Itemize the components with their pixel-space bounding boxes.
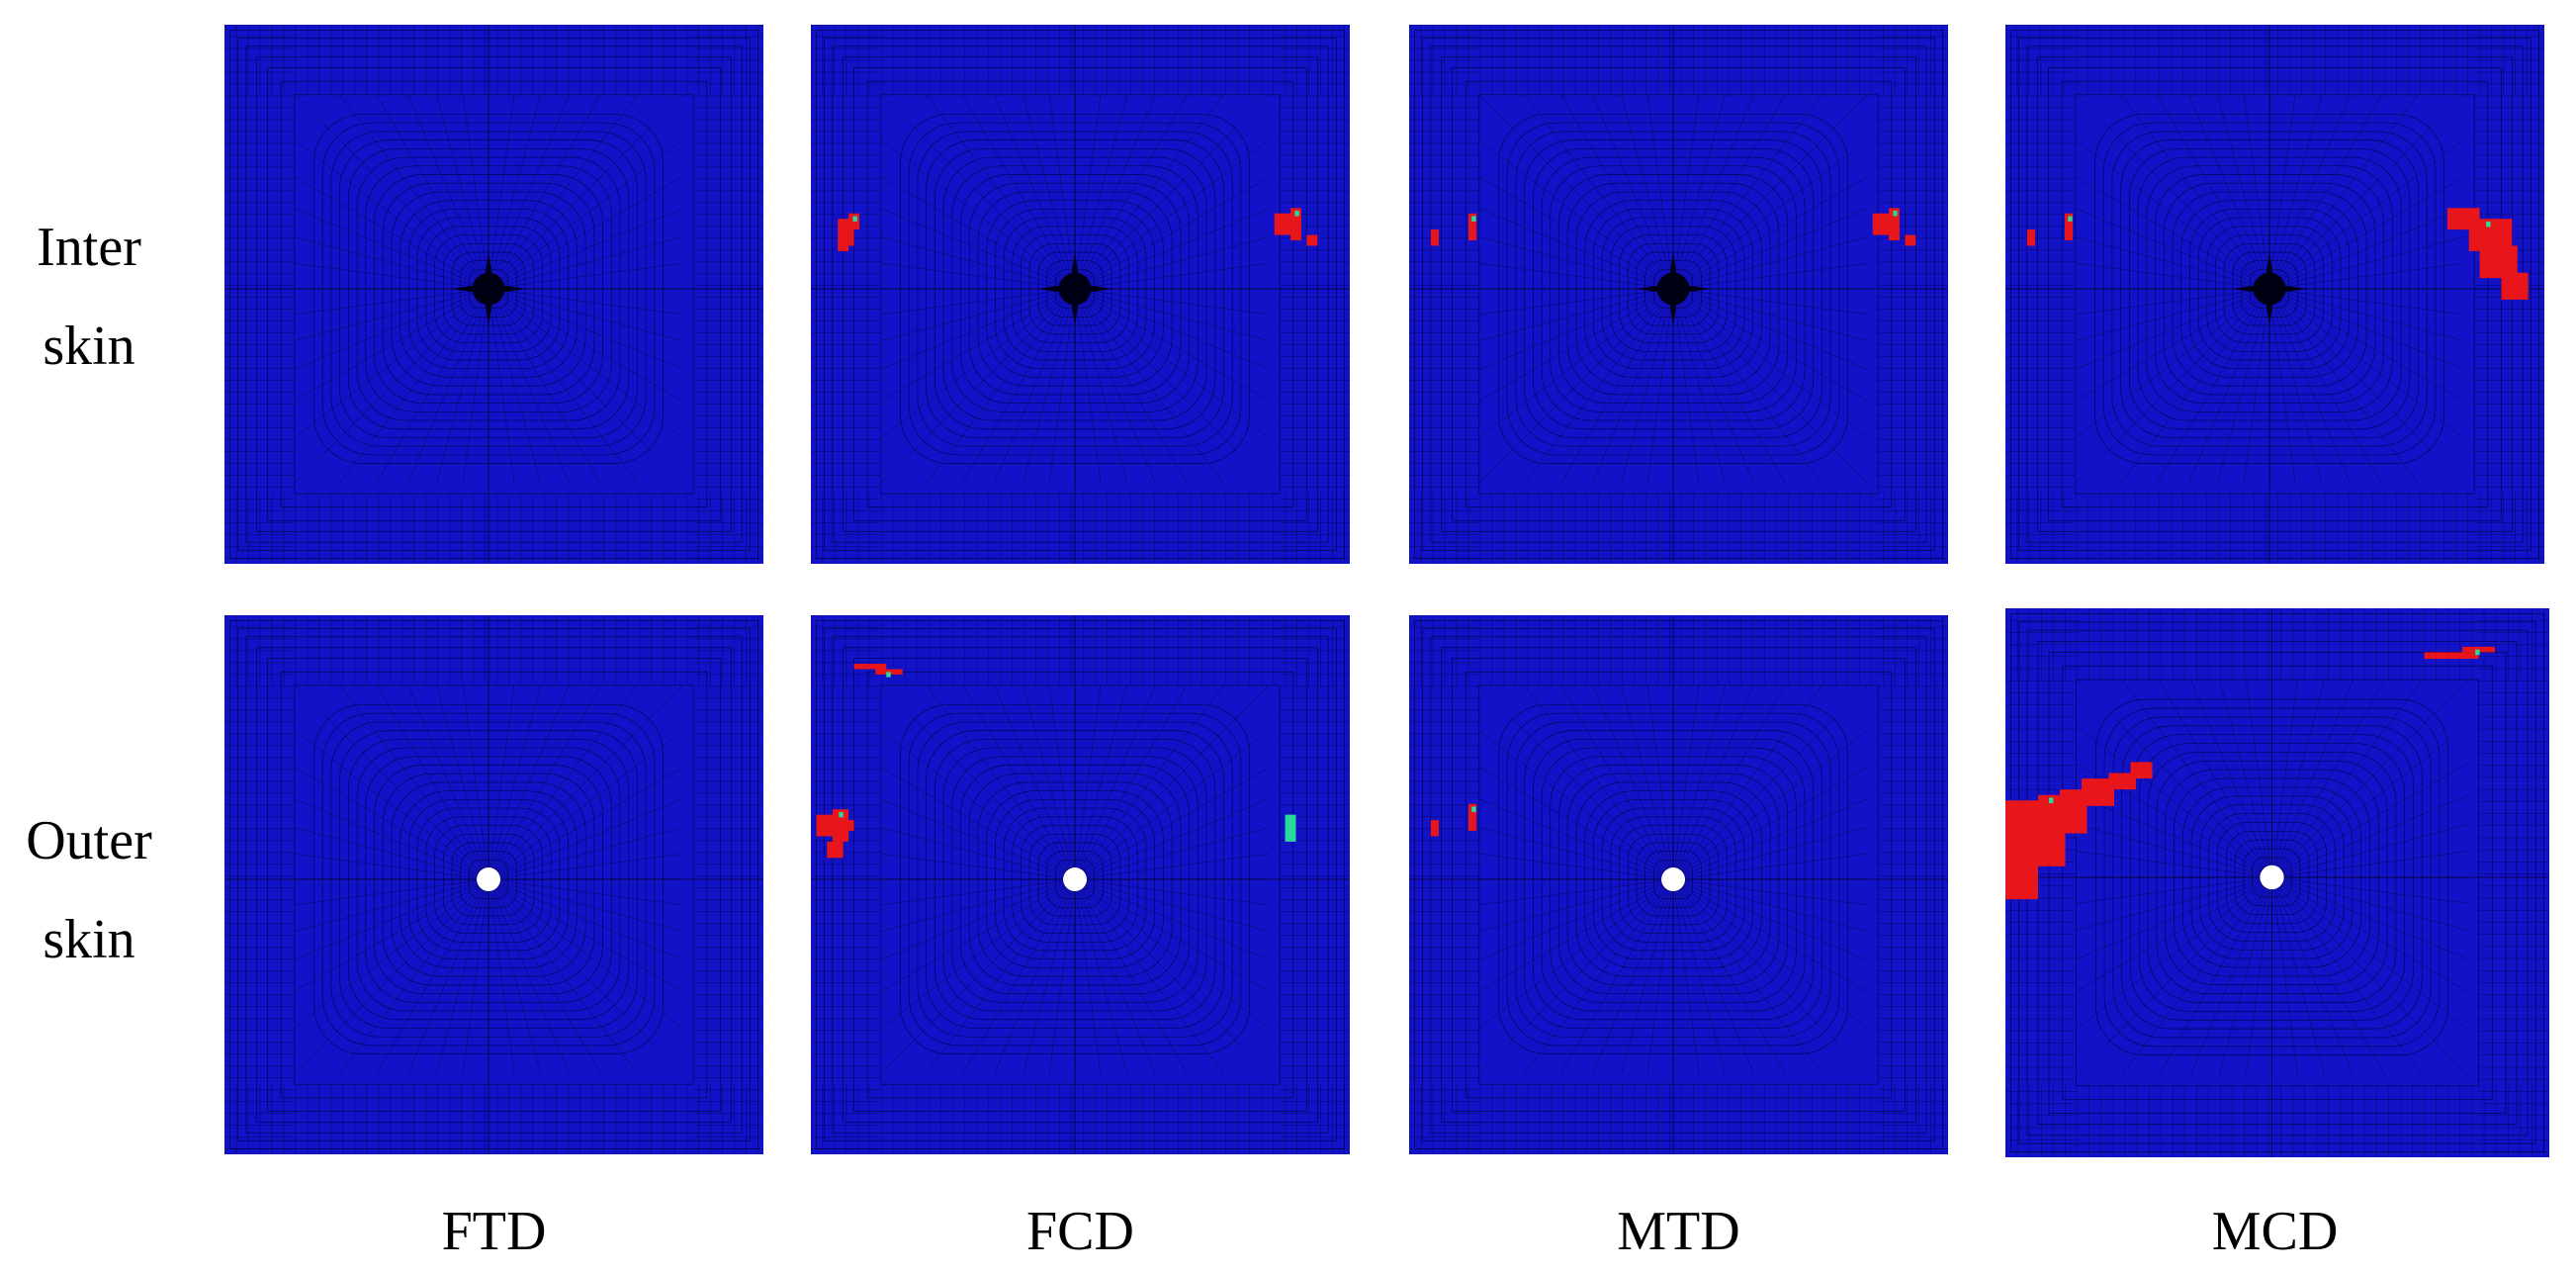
column-label-ftd: FTD bbox=[441, 1201, 547, 1262]
panel-outer-fcd bbox=[811, 615, 1350, 1154]
damage-left-edge-tiny bbox=[1430, 213, 1477, 246]
mesh-frame-lines bbox=[229, 620, 758, 1149]
row-label-inter-line1: Inter bbox=[37, 217, 141, 278]
mesh-radial-lines bbox=[294, 684, 683, 1074]
mesh-radial-lines bbox=[294, 94, 683, 484]
mesh-plot bbox=[2005, 25, 2544, 564]
mesh-frame-lines bbox=[2010, 613, 2544, 1152]
mesh-frame-lines bbox=[1414, 30, 1943, 559]
damage-left-edge-medium bbox=[816, 809, 854, 859]
panel-outer-mcd bbox=[2005, 608, 2549, 1157]
column-label-fcd: FCD bbox=[1026, 1201, 1134, 1262]
mesh-plot bbox=[811, 615, 1350, 1154]
damage-left-diagonal-large bbox=[2005, 762, 2153, 900]
center-hole bbox=[1661, 867, 1686, 892]
damage-right-edge-small bbox=[1274, 208, 1318, 246]
mesh-plot bbox=[2005, 608, 2549, 1157]
row-label-outer-line1: Outer bbox=[26, 810, 152, 871]
mesh-radial-lines bbox=[880, 94, 1270, 484]
panel-inter-fcd bbox=[811, 25, 1350, 564]
damage-right-edge-large bbox=[2446, 208, 2529, 300]
mesh-edge-grid bbox=[1409, 615, 1948, 1154]
mesh-plot bbox=[224, 615, 763, 1154]
damage-left-edge-tiny bbox=[2026, 213, 2074, 246]
damage-left-edge-small bbox=[838, 213, 860, 251]
center-hole bbox=[2260, 864, 2284, 890]
damage-top-left-streak bbox=[853, 664, 903, 678]
panel-inter-mcd bbox=[2005, 25, 2544, 564]
column-label-mcd: MCD bbox=[2211, 1201, 2339, 1262]
mesh-frame-lines bbox=[229, 30, 758, 559]
mesh-plot bbox=[811, 25, 1350, 564]
damage-top-right-streak bbox=[2424, 646, 2495, 660]
center-node bbox=[2231, 250, 2308, 327]
center-hole bbox=[1063, 867, 1088, 892]
panel-outer-mtd bbox=[1409, 615, 1948, 1154]
damage-right-edge-partial bbox=[1285, 814, 1296, 842]
mesh-plot bbox=[224, 25, 763, 564]
mesh-plot bbox=[1409, 25, 1948, 564]
damage-right-edge-small bbox=[1872, 208, 1916, 246]
mesh-frame-lines bbox=[816, 620, 1345, 1149]
center-hole bbox=[477, 867, 501, 892]
mesh-frame-lines bbox=[816, 30, 1345, 559]
mesh-edge-grid bbox=[811, 25, 1350, 564]
row-label-inter-line2: skin bbox=[43, 316, 135, 377]
damage-left-edge-tiny bbox=[1430, 803, 1477, 837]
column-label-mtd: MTD bbox=[1617, 1201, 1740, 1262]
mesh-edge-grid bbox=[224, 615, 763, 1154]
mesh-edge-grid bbox=[811, 615, 1350, 1154]
panel-inter-mtd bbox=[1409, 25, 1948, 564]
mesh-radial-lines bbox=[880, 684, 1270, 1074]
row-label-outer-line2: skin bbox=[43, 909, 135, 970]
center-node bbox=[450, 250, 527, 327]
panel-inter-ftd bbox=[224, 25, 763, 564]
mesh-radial-lines bbox=[2076, 679, 2468, 1075]
mesh-edge-grid bbox=[2005, 608, 2549, 1157]
panel-outer-ftd bbox=[224, 615, 763, 1154]
mesh-edge-grid bbox=[224, 25, 763, 564]
mesh-plot bbox=[1409, 615, 1948, 1154]
mesh-frame-lines bbox=[1414, 620, 1943, 1149]
mesh-edge-grid bbox=[1409, 25, 1948, 564]
